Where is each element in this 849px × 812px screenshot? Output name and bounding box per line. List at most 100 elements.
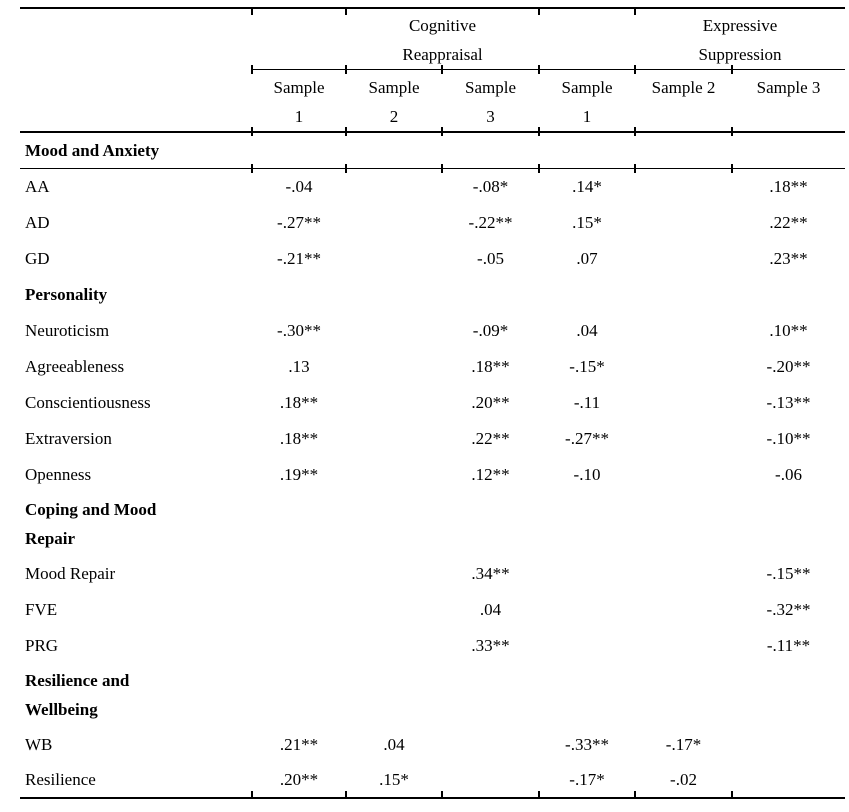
section-header-mood-and-anxiety: Mood and Anxiety <box>20 132 252 169</box>
value-cell <box>252 591 346 627</box>
value-cell <box>442 726 539 762</box>
correlation-table: Cognitive Reappraisal Expressive Suppres… <box>20 7 845 799</box>
column-header-sample-2-cr: Sample 2 <box>345 64 442 135</box>
value-cell <box>732 726 845 762</box>
header-spacer-cell <box>538 8 635 70</box>
value-cell <box>539 555 635 591</box>
column-group-expressive-suppression: Expressive Suppression <box>634 8 845 70</box>
value-cell <box>346 240 442 276</box>
section-spacer-cell <box>251 132 346 172</box>
column-header-sample-3-cr: Sample 3 <box>441 64 539 135</box>
section-spacer-cell <box>252 492 845 555</box>
value-cell <box>346 420 442 456</box>
value-cell <box>635 348 732 384</box>
table-row: Extraversion .18** .22** -.27** -.10** <box>20 420 845 456</box>
value-cell: .18** <box>471 356 510 376</box>
value-cell: .04 <box>383 734 405 754</box>
correlation-table-wrapper: Cognitive Reappraisal Expressive Suppres… <box>20 7 849 799</box>
table-row: Coping and Mood Repair <box>20 492 845 555</box>
column-header-sample-1-es: Sample 1 <box>538 64 635 135</box>
section-spacer-cell <box>731 132 845 172</box>
value-cell: .13 <box>288 356 310 376</box>
value-cell: .04 <box>576 320 598 340</box>
value-cell: -.30** <box>277 320 321 340</box>
column-group-cognitive-reappraisal: Cognitive Reappraisal <box>345 8 539 70</box>
value-cell: -.06 <box>775 464 802 484</box>
value-cell <box>346 627 442 663</box>
value-cell: -.15** <box>766 563 811 583</box>
value-cell: .20** <box>471 392 510 412</box>
column-header-sample-1-cr: Sample 1 <box>251 64 346 135</box>
row-label: Mood Repair <box>25 563 116 583</box>
value-cell: -.13** <box>766 392 811 412</box>
value-cell: .18** <box>279 428 319 448</box>
table-row: Personality <box>20 276 845 312</box>
value-cell <box>346 168 442 204</box>
table-row: Conscientiousness .18** .20** -.11 -.13*… <box>20 384 845 420</box>
value-cell: -.17* <box>538 762 635 798</box>
row-label: Extraversion <box>25 428 112 448</box>
value-cell <box>635 555 732 591</box>
row-label: Resilience <box>25 770 96 789</box>
table-row: Agreeableness .13 .18** -.15* -.20** <box>20 348 845 384</box>
row-label: Openness <box>25 464 92 484</box>
value-cell <box>346 384 442 420</box>
section-header-coping-and-mood-repair: Coping and Mood Repair <box>25 499 157 548</box>
table-row: AA -.04 -.08* .14* .18** <box>20 168 845 204</box>
column-header-sample-2-es: Sample 2 <box>634 64 732 135</box>
table-row: PRG .33** -.11** <box>20 627 845 663</box>
table-row: Resilience and Wellbeing <box>20 663 845 726</box>
value-cell: .04 <box>479 599 502 619</box>
value-cell: -.17* <box>665 734 702 754</box>
value-cell <box>539 627 635 663</box>
value-cell <box>346 555 442 591</box>
table-row: WB .21** .04 -.33** -.17* <box>20 726 845 762</box>
value-cell: -.04 <box>285 176 313 196</box>
section-spacer-cell <box>441 132 539 172</box>
value-cell: .22** <box>769 212 808 232</box>
value-cell: -.27** <box>565 428 609 448</box>
value-cell: -.09* <box>472 320 509 340</box>
row-label: Neuroticism <box>25 320 110 340</box>
value-cell: .23** <box>769 248 808 268</box>
value-cell <box>635 420 732 456</box>
value-cell: -.02 <box>634 762 732 798</box>
row-label: FVE <box>25 599 58 619</box>
value-cell <box>346 348 442 384</box>
value-cell: -.10 <box>573 464 601 484</box>
section-spacer-cell <box>252 276 845 312</box>
value-cell <box>635 240 732 276</box>
value-cell: -.11 <box>573 392 601 412</box>
section-header-resilience-and-wellbeing: Resilience and Wellbeing <box>25 670 130 719</box>
value-cell: -.11** <box>766 635 811 655</box>
section-spacer-cell <box>252 663 845 726</box>
value-cell: .33** <box>471 635 510 655</box>
value-cell: .15* <box>345 762 442 798</box>
value-cell: -.05 <box>477 248 504 268</box>
value-cell <box>252 627 346 663</box>
value-cell <box>346 204 442 240</box>
table-row: Neuroticism -.30** -.09* .04 .10** <box>20 312 845 348</box>
value-cell <box>635 627 732 663</box>
value-cell <box>635 312 732 348</box>
value-cell: -.15* <box>569 356 605 376</box>
value-cell: -.21** <box>277 248 321 268</box>
value-cell: .15* <box>572 212 602 232</box>
column-header-sample-3-es: Sample 3 <box>731 64 845 135</box>
row-label: GD <box>25 248 50 268</box>
row-label: AA <box>25 176 50 196</box>
value-cell: .21** <box>279 734 319 754</box>
value-cell: -.20** <box>766 356 811 376</box>
value-cell <box>252 555 346 591</box>
value-cell: .12** <box>471 464 510 484</box>
value-cell <box>635 591 732 627</box>
section-spacer-cell <box>538 132 635 172</box>
value-cell: .22** <box>471 428 510 448</box>
value-cell: -.33** <box>565 734 609 754</box>
table-row: AD -.27** -.22** .15* .22** <box>20 204 845 240</box>
header-spacer-cell <box>20 69 252 133</box>
value-cell: .34** <box>471 563 510 583</box>
value-cell: .18** <box>279 392 319 412</box>
table-row: Mood Repair .34** -.15** <box>20 555 845 591</box>
table-row: Sample 1 Sample 2 Sample 3 Sample 1 Samp… <box>20 64 845 135</box>
